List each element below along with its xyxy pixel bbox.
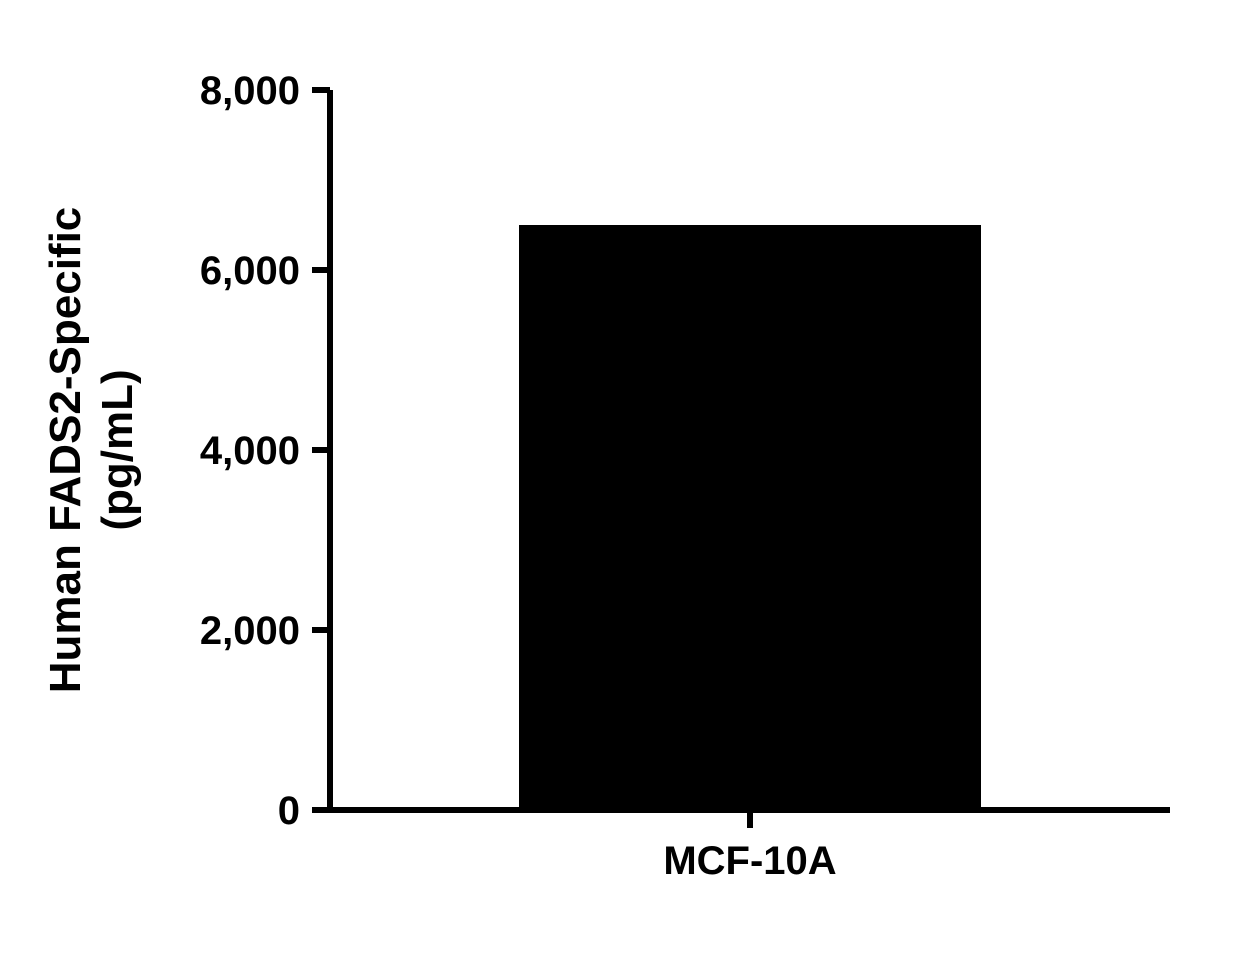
bar [519,225,981,810]
y-axis-label-line1: Human FADS2-Specific [41,207,90,694]
y-tick-label: 8,000 [200,69,300,113]
y-tick-label: 4,000 [200,429,300,473]
chart-svg: MCF-10A 0 2,000 4,000 6,000 8,000 Human FADS2-… [0,0,1248,968]
bar-chart: MCF-10A 0 2,000 4,000 6,000 8,000 Human FADS2-… [0,0,1248,968]
y-tick-label: 6,000 [200,249,300,293]
x-tick-label: MCF-10A [663,839,836,883]
y-axis-label-line2: (pg/mL) [93,369,142,530]
y-tick-label: 2,000 [200,609,300,653]
y-tick-label: 0 [278,789,300,833]
